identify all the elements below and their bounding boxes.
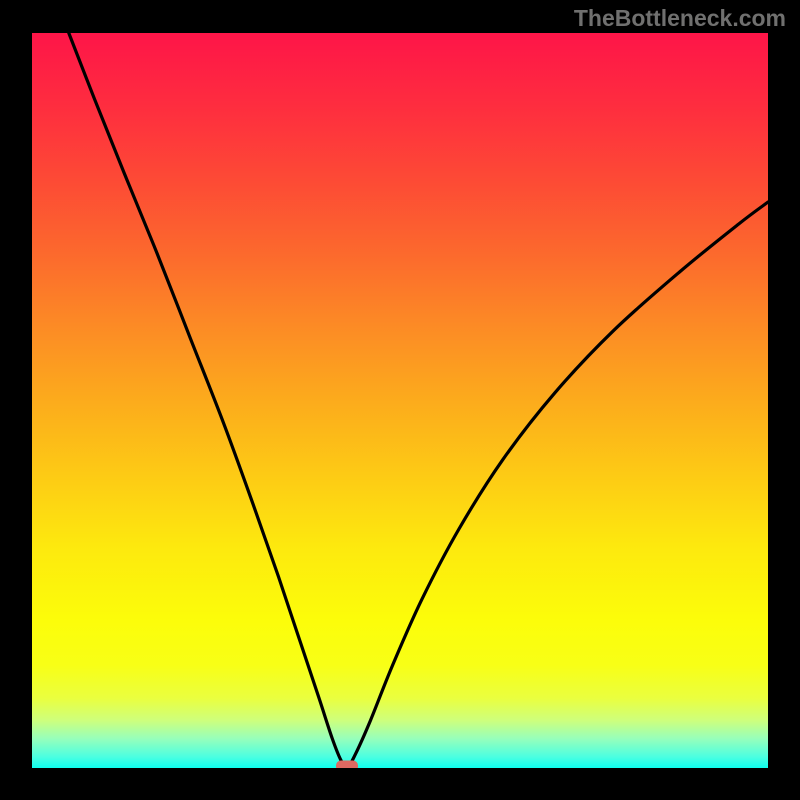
- bottleneck-v-curve: [32, 33, 768, 768]
- notch-marker: [336, 760, 358, 768]
- plot-area: [32, 33, 768, 768]
- watermark-text: TheBottleneck.com: [574, 5, 786, 32]
- chart-stage: TheBottleneck.com: [0, 0, 800, 800]
